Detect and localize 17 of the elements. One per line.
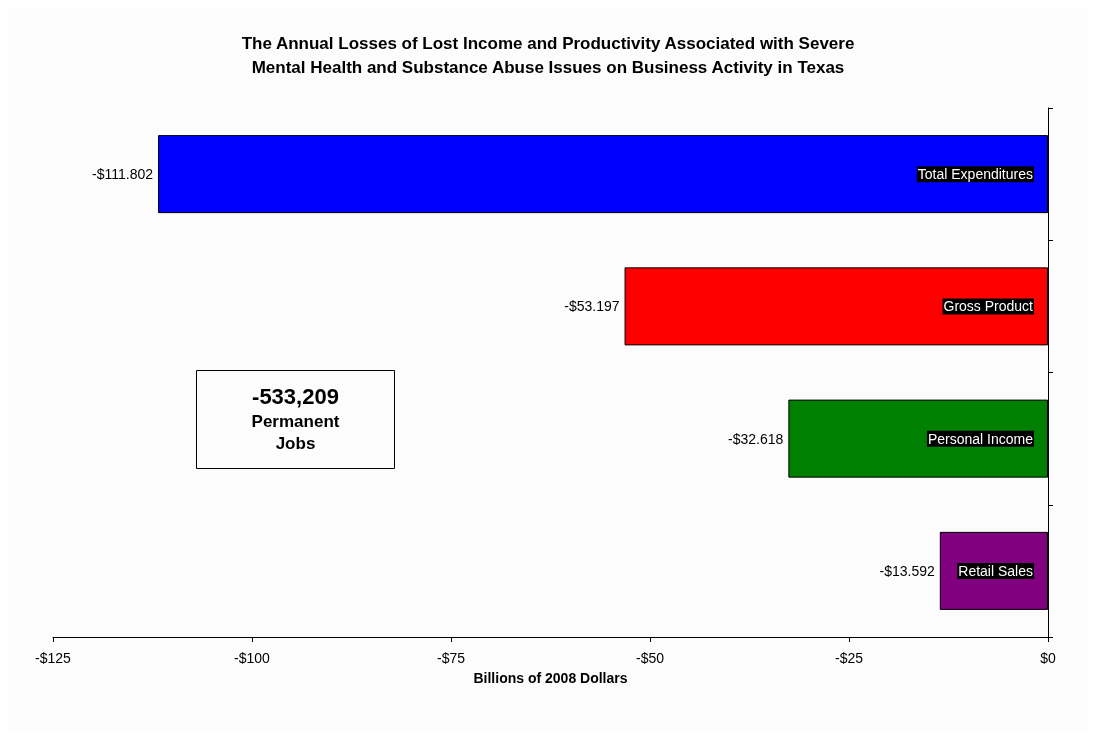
y-tick-label: Retail Sales bbox=[958, 562, 1033, 579]
y-tick-label: Gross Product bbox=[943, 298, 1034, 315]
data-label: -$13.592 bbox=[879, 562, 936, 579]
x-tick-label: -$25 bbox=[834, 650, 864, 666]
x-tick-label: -$75 bbox=[436, 650, 466, 666]
x-tick-label: -$100 bbox=[234, 650, 271, 666]
data-label: -$111.802 bbox=[92, 166, 154, 183]
x-axis-title: Billions of 2008 Dollars bbox=[473, 670, 628, 686]
x-tick-label: -$125 bbox=[35, 650, 72, 666]
data-label: -$32.618 bbox=[728, 430, 784, 447]
x-tick-label: -$50 bbox=[635, 650, 665, 666]
chart-title: The Annual Losses of Lost Income and Productivity Associated with Severe Mental Health and Substance Abuse Issues on Business Activity in Texas bbox=[241, 33, 855, 77]
y-tick-label: Total Expenditures bbox=[917, 166, 1033, 183]
y-tick-label: Personal Income bbox=[927, 430, 1034, 447]
annotation: -533,209 Permanent Jobs bbox=[251, 384, 340, 453]
x-tick-label: $0 bbox=[1040, 650, 1056, 666]
data-label: -$53.197 bbox=[564, 298, 620, 315]
